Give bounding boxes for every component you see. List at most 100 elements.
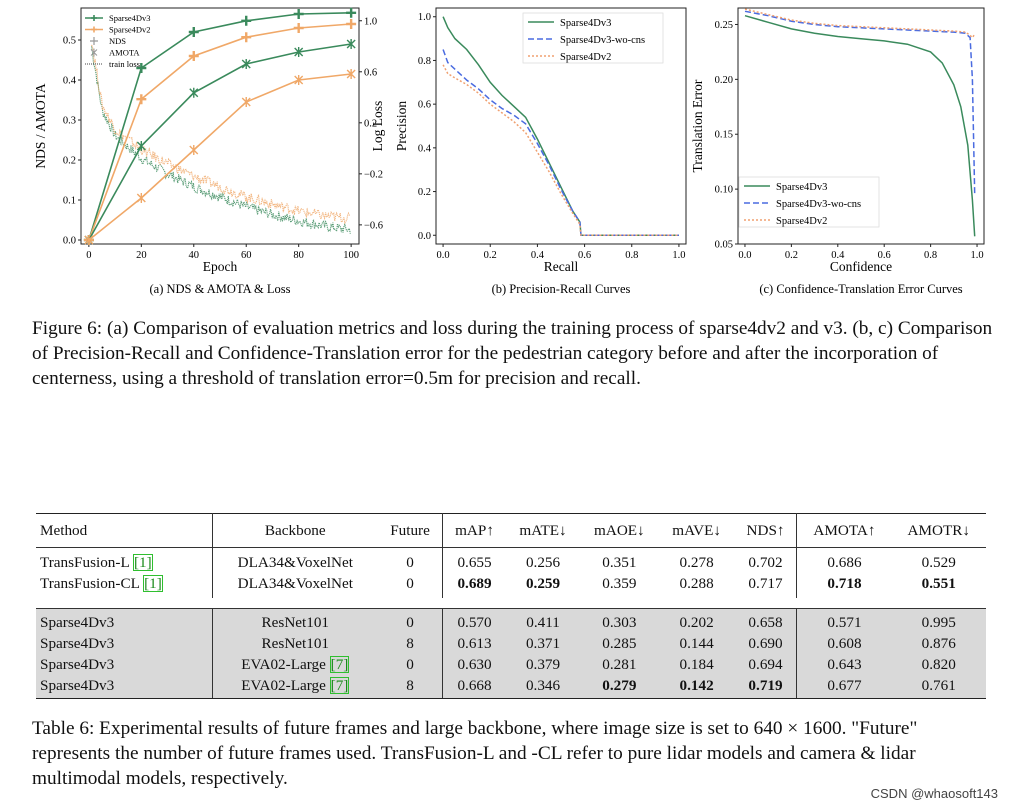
y-tick-label: 0.0 [418,231,431,242]
y2-tick-label: 1.0 [364,16,377,27]
nds-marker [188,51,199,61]
cell-method: TransFusion-CL [1] [36,573,213,598]
col-maoe: mAOE↓ [580,513,659,548]
legend-marker [90,48,98,57]
amota-marker [84,235,94,245]
y2-axis-label: Log Loss [370,101,385,152]
y-tick-label: 0.2 [418,187,431,198]
y-tick-label: 0.05 [715,240,733,251]
legend-label: Sparse4Dv3-wo-cns [560,35,645,46]
cell-mate: 0.371 [506,633,581,654]
nds-marker [241,15,252,26]
cell-mave: 0.142 [658,675,735,699]
plot-frame [435,7,687,245]
metric-line [88,12,352,241]
y2-tick-label: −0.2 [364,169,383,180]
amota-marker [346,39,356,49]
cell-map: 0.655 [457,553,492,571]
x-axis-label: Epoch [203,259,238,274]
legend-label: AMOTA [109,48,140,58]
loss-curve [90,46,351,234]
plot-frame [737,7,985,245]
figure-caption: Figure 6: (a) Comparison of evaluation m… [32,318,993,389]
amota-marker [346,69,356,79]
cell-amotr: 0.529 [921,553,956,571]
cell-backbone: ResNet101 [212,633,379,654]
amota-marker [241,97,251,107]
nds-marker [346,19,357,29]
cell-backbone: EVA02-Large [7] [212,654,379,675]
cell-nds: 0.702 [734,547,798,573]
legend-label: Sparse4Dv2 [560,52,611,63]
y-axis-label: Precision [394,101,409,151]
col-mave: mAVE↓ [658,513,735,548]
cell-method: TransFusion-L [1] [36,547,213,573]
legend-marker [91,26,97,33]
cell-nds: 0.694 [734,654,798,675]
legend-label: Sparse4Dv2 [109,25,151,35]
x-tick-label: 80 [293,250,304,261]
y-tick-label: 0.1 [63,196,76,207]
cell-mate: 0.411 [506,608,581,633]
y-tick-label: 0.25 [715,20,733,31]
y-axis-label: Translation Error [692,79,705,172]
cell-map: 0.630 [442,654,506,675]
cell-amota: 0.571 [796,608,892,633]
col-amota: AMOTA↑ [796,513,892,548]
cell-map: 0.689 [457,574,492,592]
y-tick-label: 0.10 [715,185,733,196]
nds-marker [241,32,252,43]
legend-marker [91,15,97,21]
legend-label: Sparse4Dv3 [560,18,611,29]
legend-label: train loss [109,59,140,69]
x-axis-label: Recall [544,259,579,274]
x-tick-label: 0.6 [578,250,591,261]
amota-marker [241,59,251,69]
cell-method: Sparse4Dv3 [36,633,213,654]
table-row: Sparse4Dv3 EVA02-Large [7] 0 0.630 0.379… [36,654,986,675]
y-axis-label: NDS / AMOTA [33,83,48,168]
table-caption: Table 6: Experimental results of future … [32,718,918,789]
col-amotr: AMOTR↓ [891,513,986,548]
x-tick-label: 0.0 [437,250,450,261]
cell-mave: 0.144 [658,633,735,654]
x-tick-label: 20 [136,250,147,261]
cell-mate: 0.259 [525,574,561,592]
nds-marker [293,9,304,19]
x-tick-label: 0.2 [484,250,497,261]
table-row: Sparse4Dv3 EVA02-Large [7] 8 0.668 0.346… [36,675,986,699]
y-tick-label: 0.3 [63,116,76,127]
legend-label: Sparse4Dv2 [776,216,827,227]
x-tick-label: 0.8 [924,250,937,261]
panel-a: 0 20 40 60 80 100 0.0 0.1 0.2 0.3 0.4 0.5 Epoch NDS /… [28,0,390,300]
cell-backbone: ResNet101 [212,608,379,633]
watermark: CSDN @whaosoft143 [870,786,998,801]
x-tick-label: 0.2 [785,250,798,261]
col-nds: NDS↑ [734,513,798,548]
col-future: Future [378,513,444,548]
y-tick-label: 0.0 [63,236,76,247]
citation-link[interactable]: [7] [329,676,350,694]
y-tick-label: 0.5 [63,36,76,47]
citation-link[interactable]: [1] [132,553,153,571]
amota-marker [294,47,304,57]
panel-caption: (c) Confidence-Translation Error Curves [759,282,962,296]
y2-tick-label: −0.6 [364,220,383,231]
citation-link[interactable]: [1] [143,574,163,592]
x-tick-label: 60 [241,250,252,261]
cell-future: 0 [378,608,444,633]
chart-confidence-translation: 0.0 0.2 0.4 0.6 0.8 1.0 0.05 0.10 0.15 0.20 0.25 Co… [692,7,985,296]
table-row: TransFusion-L [1] DLA34&VoxelNet 0 0.655… [36,547,986,573]
plot-frame [80,7,360,245]
x-tick-label: 0 [86,250,91,261]
cell-future: 0 [378,573,444,598]
y-tick-label: 0.2 [63,156,76,167]
table-row: Sparse4Dv3 ResNet101 8 0.613 0.371 0.285… [36,633,986,654]
x-tick-label: 40 [189,250,200,261]
amota-marker [136,141,146,151]
cell-mate: 0.379 [506,654,581,675]
results-table: Method Backbone Future mAP↑ mATE↓ mAOE↓ … [36,513,986,699]
citation-link[interactable]: [7] [329,655,350,673]
chart-nds-amota-loss: 0 20 40 60 80 100 0.0 0.1 0.2 0.3 0.4 0.5 Epoch NDS /… [33,7,385,296]
cell-nds: 0.719 [734,675,798,699]
